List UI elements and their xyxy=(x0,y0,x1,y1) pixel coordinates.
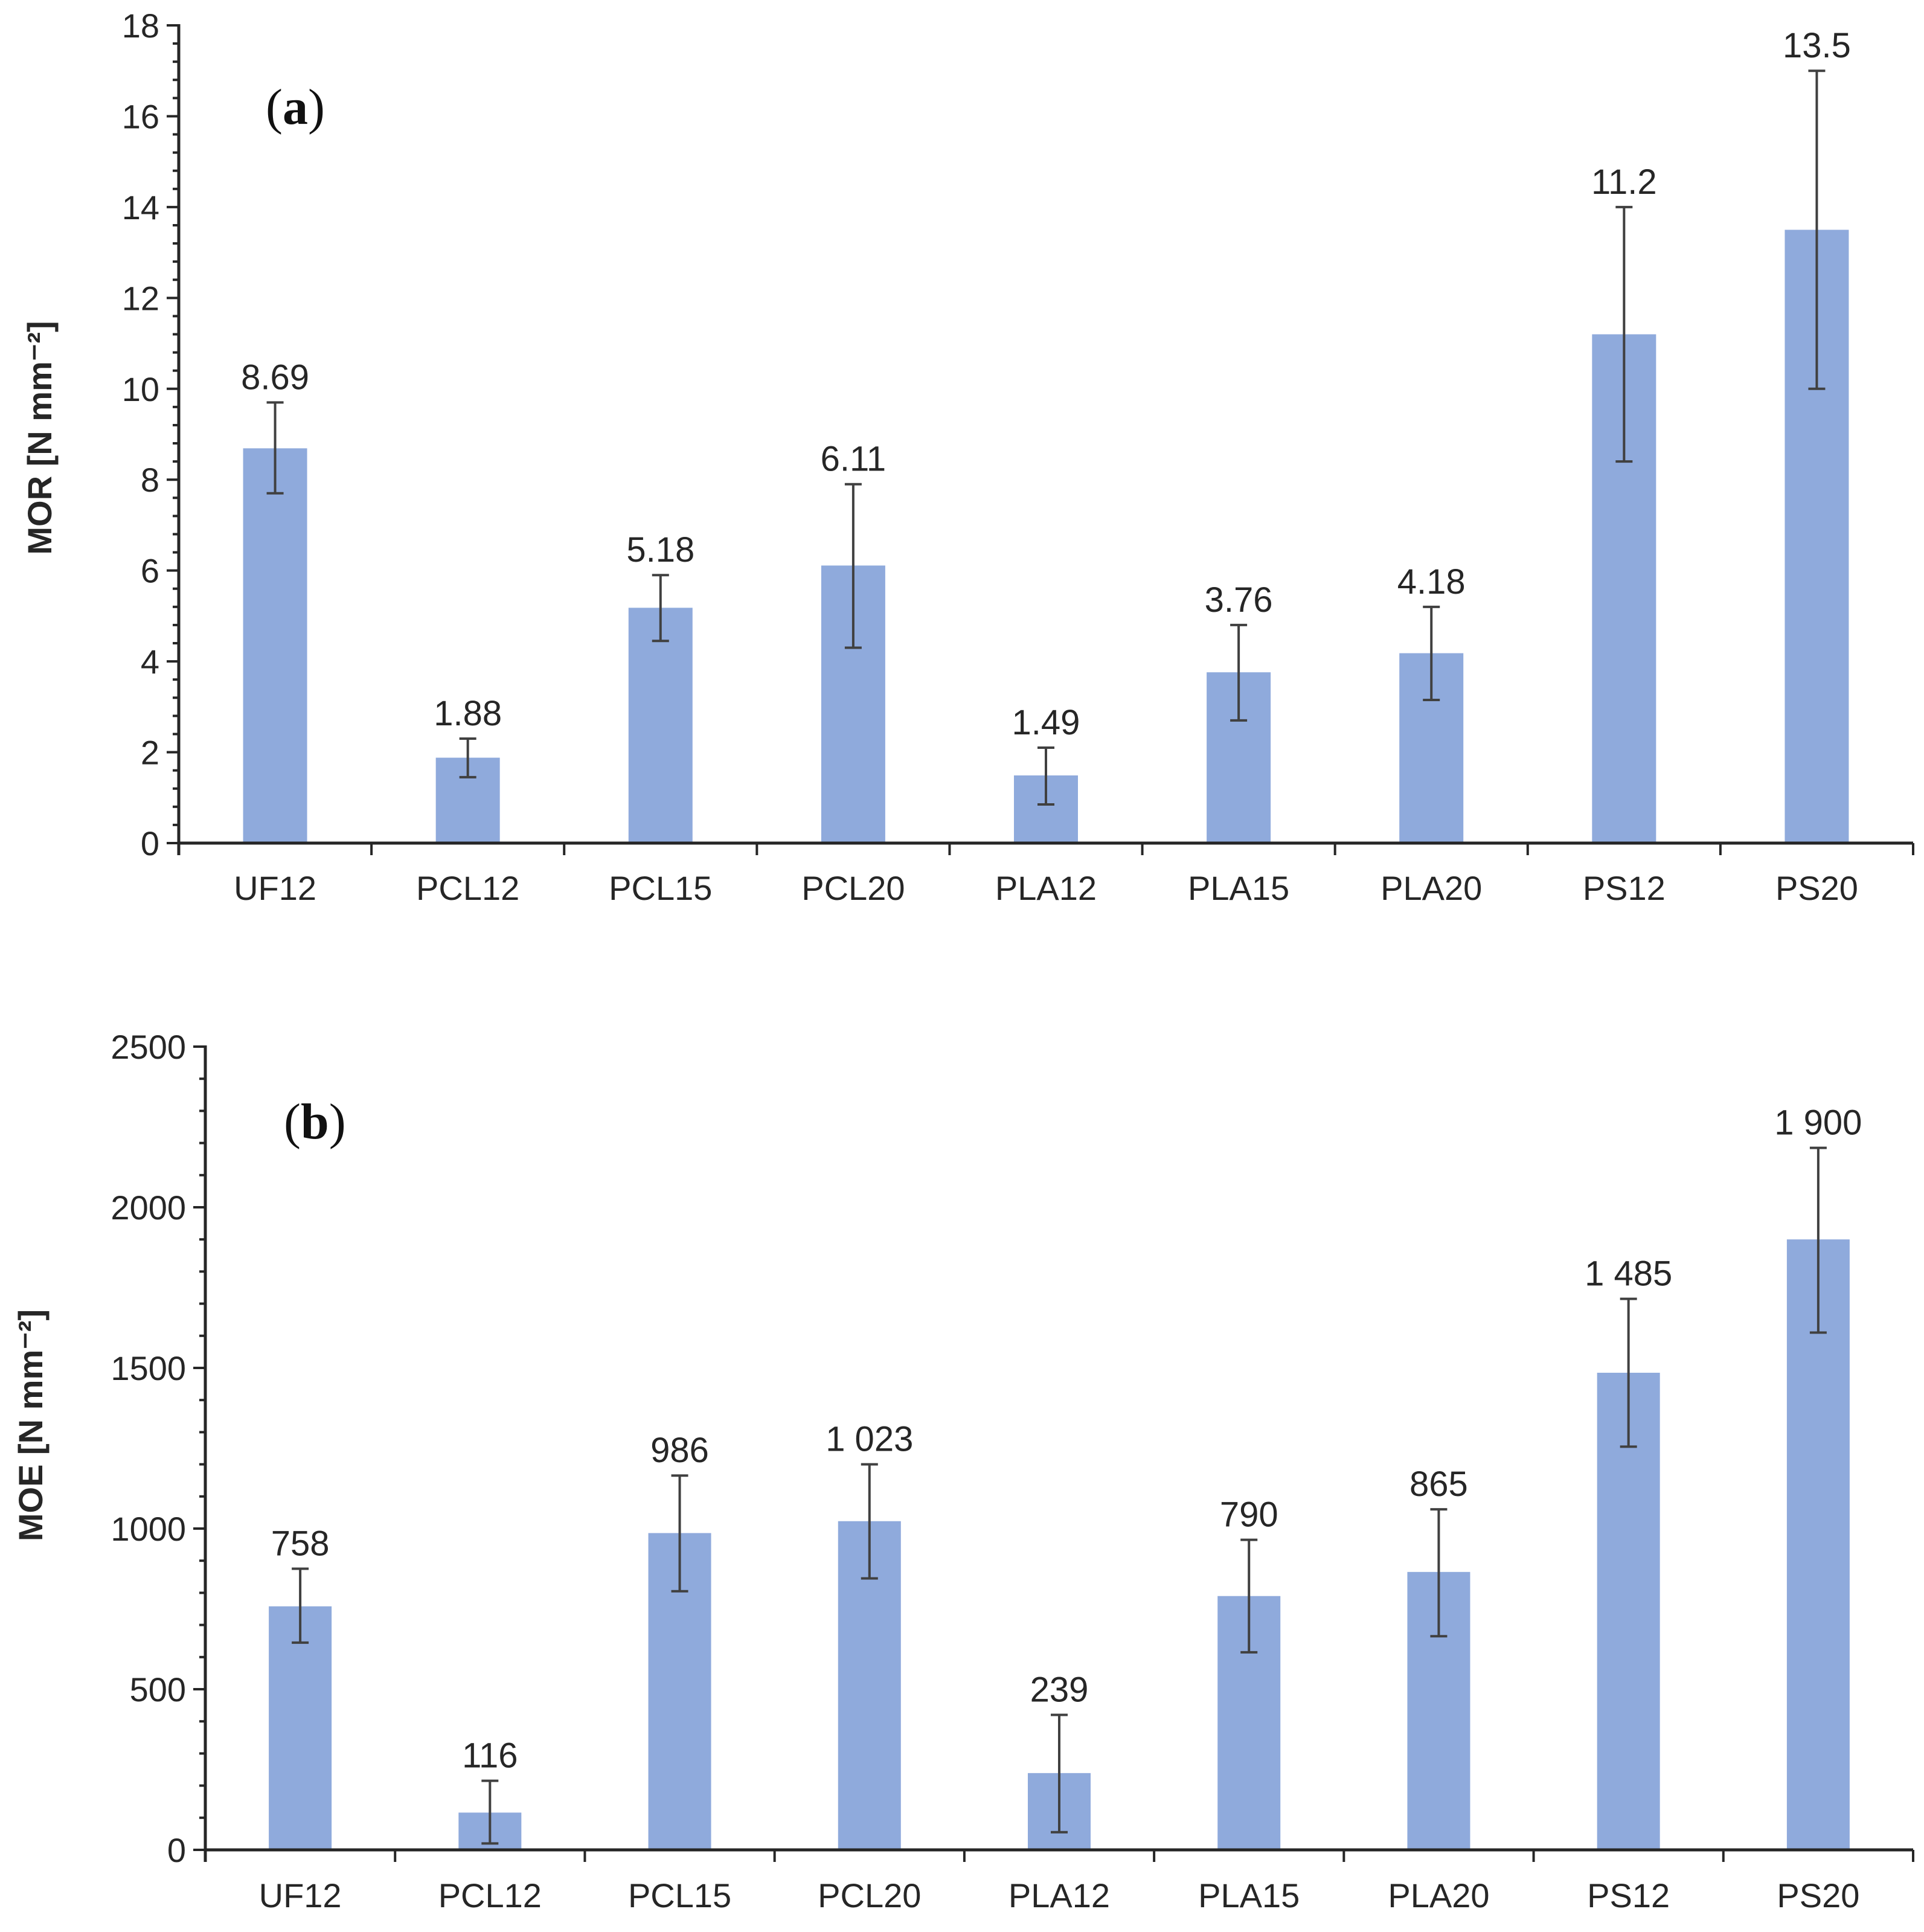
panel-b-data-label-pla15: 790 xyxy=(1220,1495,1278,1535)
panel-b-data-label-pcl15: 986 xyxy=(650,1431,709,1470)
panel-b-y-tick-label: 2500 xyxy=(111,1028,186,1066)
panel-b-marks: 0 500 1000 1500 2000 2500 758 UF12 116 PCL12 986 PC… xyxy=(111,1028,1914,1914)
panel-a-x-tick-label-pcl15: PCL15 xyxy=(609,869,712,907)
panel-b-x-tick-label-ps12: PS12 xyxy=(1587,1876,1670,1914)
chart-panel-a: (a) MOR [N mm⁻²] 0 2 4 6 8 10 12 14 16 18 8.69 UF12… xyxy=(21,7,1914,907)
panel-a-data-label-pcl15: 5.18 xyxy=(626,530,694,570)
panel-b-error-bar-pcl20 xyxy=(861,1463,878,1580)
panel-a-x-tick-label-ps12: PS12 xyxy=(1583,869,1666,907)
panel-a-y-tick-label: 18 xyxy=(122,7,159,45)
panel-a-error-bar-pcl12 xyxy=(459,737,476,778)
panel-b-error-bar-pla12 xyxy=(1051,1713,1068,1834)
panel-b-error-bar-ps20 xyxy=(1809,1146,1827,1334)
panel-a-error-bar-pla15 xyxy=(1230,623,1248,722)
panel-a-x-tick-label-pla15: PLA15 xyxy=(1188,869,1289,907)
panel-a-error-bar-pla20 xyxy=(1423,605,1440,702)
panel-a-bar-pcl15 xyxy=(628,608,693,843)
panel-a-bar-uf12 xyxy=(243,448,307,843)
panel-a-x-tick-label-pla12: PLA12 xyxy=(995,869,1097,907)
panel-a-data-label-uf12: 8.69 xyxy=(241,358,309,397)
panel-a-error-bar-pcl15 xyxy=(652,574,669,643)
panel-a-error-bar-pcl20 xyxy=(844,483,862,649)
panel-b-bar-ps20 xyxy=(1786,1239,1850,1850)
panel-b-data-label-pla12: 239 xyxy=(1030,1670,1089,1710)
panel-a-error-bar-ps12 xyxy=(1615,205,1633,463)
panel-a-error-bar-ps20 xyxy=(1808,69,1826,390)
panel-b-x-tick-label-pla20: PLA20 xyxy=(1388,1876,1489,1914)
panel-a-tag: (a) xyxy=(266,79,325,135)
panel-b-y-tick-label: 1000 xyxy=(111,1510,186,1548)
panel-a-error-bar-uf12 xyxy=(266,401,284,495)
panel-a-x-tick-label-ps20: PS20 xyxy=(1775,869,1858,907)
panel-b-data-label-ps20: 1 900 xyxy=(1774,1103,1862,1143)
panel-b-x-tick-label-pcl12: PCL12 xyxy=(438,1876,542,1914)
panel-a-x-tick-label-pcl20: PCL20 xyxy=(801,869,905,907)
panel-a-data-label-ps20: 13.5 xyxy=(1783,26,1851,65)
panel-b-x-tick-label-pla12: PLA12 xyxy=(1008,1876,1110,1914)
panel-a-y-tick-label: 12 xyxy=(122,279,159,317)
panel-b-y-tick-label: 1500 xyxy=(111,1349,186,1387)
panel-a-y-tick-label: 16 xyxy=(122,97,159,135)
panel-a-data-label-pcl20: 6.11 xyxy=(821,440,887,479)
panel-a-x-tick-label-pcl12: PCL12 xyxy=(416,869,519,907)
panel-a-data-label-pla15: 3.76 xyxy=(1205,580,1273,620)
panel-b-y-tick-label: 0 xyxy=(167,1831,186,1869)
panel-b-x-tick-label-pla15: PLA15 xyxy=(1198,1876,1300,1914)
panel-a-x-tick-label-pla20: PLA20 xyxy=(1380,869,1482,907)
panel-b-error-bar-uf12 xyxy=(292,1567,309,1644)
panel-b-bar-ps12 xyxy=(1597,1372,1660,1850)
panel-a-marks: 0 2 4 6 8 10 12 14 16 18 8.69 UF12 1.88 PCL12 5.18 PCL1… xyxy=(122,7,1914,907)
panel-a-y-tick-label: 10 xyxy=(122,370,159,408)
panel-a-y-tick-label: 2 xyxy=(141,734,159,772)
panel-b-x-tick-label-uf12: UF12 xyxy=(259,1876,342,1914)
panel-a-y-tick-label: 4 xyxy=(141,643,159,681)
panel-a-data-label-ps12: 11.2 xyxy=(1591,162,1657,202)
panel-a-error-bar-pla12 xyxy=(1037,746,1054,806)
panel-b-error-bar-pla15 xyxy=(1240,1538,1258,1654)
panel-b-x-tick-label-pcl15: PCL15 xyxy=(628,1876,731,1914)
panel-b-data-label-pla20: 865 xyxy=(1409,1465,1468,1504)
panel-a-y-axis-title: MOR [N mm⁻²] xyxy=(21,321,59,554)
panel-b-error-bar-ps12 xyxy=(1620,1297,1637,1448)
panel-a-x-tick-label-uf12: UF12 xyxy=(234,869,316,907)
panel-b-data-label-pcl20: 1 023 xyxy=(826,1420,913,1459)
panel-b-x-tick-label-ps20: PS20 xyxy=(1777,1876,1859,1914)
panel-a-y-tick-label: 0 xyxy=(141,824,159,862)
panel-b-error-bar-pcl15 xyxy=(671,1474,688,1593)
panel-a-y-tick-label: 14 xyxy=(122,188,159,226)
panel-b-y-tick-label: 2000 xyxy=(111,1189,186,1227)
panel-b-error-bar-pla20 xyxy=(1430,1508,1448,1638)
panel-b-x-tick-label-pcl20: PCL20 xyxy=(818,1876,921,1914)
panel-b-letter: b xyxy=(301,1094,329,1150)
panel-b-data-label-pcl12: 116 xyxy=(462,1736,518,1776)
panel-a-y-tick-label: 8 xyxy=(141,461,159,499)
panel-a-data-label-pla20: 4.18 xyxy=(1397,562,1466,602)
panel-b-data-label-ps12: 1 485 xyxy=(1585,1254,1672,1294)
panel-b-y-axis-title: MOE [N mm⁻²] xyxy=(11,1309,50,1541)
chart-panel-b: (b) MOE [N mm⁻²] 0 500 1000 1500 2000 2500 758… xyxy=(11,1028,1914,1914)
panel-b-bar-uf12 xyxy=(269,1606,332,1850)
panel-b-y-tick-label: 500 xyxy=(130,1670,186,1709)
panel-a-letter: a xyxy=(283,79,308,135)
panel-a-data-label-pcl12: 1.88 xyxy=(434,694,502,733)
panel-b-tag: (b) xyxy=(284,1094,346,1150)
panel-a-y-tick-label: 6 xyxy=(141,552,159,590)
panel-a-data-label-pla12: 1.49 xyxy=(1012,703,1080,742)
panel-b-data-label-uf12: 758 xyxy=(271,1524,330,1564)
panel-b-error-bar-pcl12 xyxy=(481,1779,499,1845)
